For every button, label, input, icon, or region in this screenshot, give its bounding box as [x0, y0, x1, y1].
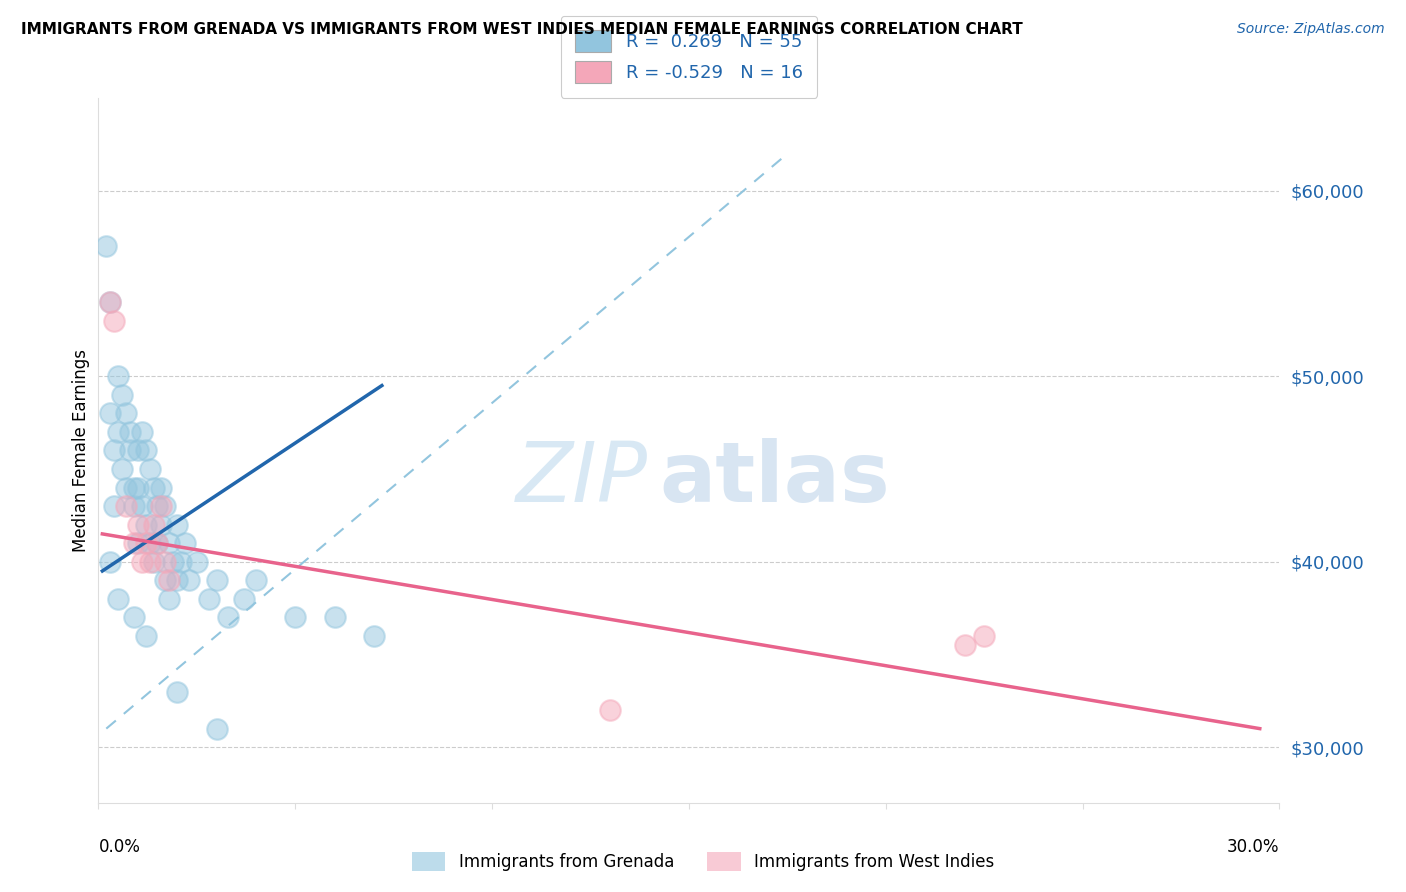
Point: [166, 517, 188, 532]
Legend: R =  0.269   N = 55, R = -0.529   N = 16: R = 0.269 N = 55, R = -0.529 N = 16: [561, 15, 817, 97]
Point: [155, 555, 177, 569]
Y-axis label: Median Female Earnings: Median Female Earnings: [72, 349, 90, 552]
Text: 30.0%: 30.0%: [1227, 838, 1279, 856]
Point: [115, 481, 138, 495]
Point: [174, 536, 197, 550]
Point: [98, 295, 121, 310]
Point: [142, 481, 165, 495]
Point: [118, 443, 141, 458]
Point: [115, 406, 138, 420]
Point: [217, 610, 239, 624]
Point: [122, 499, 145, 513]
Point: [146, 499, 169, 513]
Point: [96, 239, 118, 253]
Point: [98, 555, 121, 569]
Point: [197, 591, 219, 606]
Point: [122, 481, 145, 495]
Point: [111, 462, 134, 476]
Point: [973, 629, 995, 643]
Point: [98, 406, 121, 420]
Point: [135, 536, 157, 550]
Point: [186, 555, 208, 569]
Point: [284, 610, 307, 624]
Text: atlas: atlas: [659, 438, 890, 519]
Point: [107, 591, 129, 606]
Point: [122, 536, 145, 550]
Point: [177, 574, 200, 588]
Point: [111, 388, 134, 402]
Point: [150, 481, 173, 495]
Point: [127, 443, 149, 458]
Point: [146, 536, 169, 550]
Point: [150, 499, 173, 513]
Point: [155, 499, 177, 513]
Legend: Immigrants from Grenada, Immigrants from West Indies: Immigrants from Grenada, Immigrants from…: [404, 843, 1002, 880]
Point: [205, 574, 228, 588]
Point: [131, 555, 153, 569]
Point: [127, 517, 149, 532]
Point: [166, 574, 188, 588]
Point: [131, 499, 153, 513]
Point: [115, 499, 138, 513]
Point: [146, 536, 169, 550]
Point: [138, 462, 160, 476]
Point: [150, 517, 173, 532]
Text: 0.0%: 0.0%: [98, 838, 141, 856]
Point: [131, 425, 153, 439]
Point: [162, 555, 184, 569]
Point: [103, 443, 125, 458]
Point: [122, 610, 145, 624]
Point: [135, 629, 157, 643]
Text: ZIP: ZIP: [516, 438, 648, 519]
Point: [138, 555, 160, 569]
Text: IMMIGRANTS FROM GRENADA VS IMMIGRANTS FROM WEST INDIES MEDIAN FEMALE EARNINGS CO: IMMIGRANTS FROM GRENADA VS IMMIGRANTS FR…: [21, 22, 1022, 37]
Point: [103, 313, 125, 327]
Point: [127, 481, 149, 495]
Point: [103, 499, 125, 513]
Point: [138, 536, 160, 550]
Point: [157, 591, 180, 606]
Point: [155, 574, 177, 588]
Point: [157, 536, 180, 550]
Point: [166, 684, 188, 698]
Point: [245, 574, 267, 588]
Point: [142, 555, 165, 569]
Point: [135, 517, 157, 532]
Point: [142, 517, 165, 532]
Point: [323, 610, 346, 624]
Point: [118, 425, 141, 439]
Point: [107, 369, 129, 384]
Point: [157, 574, 180, 588]
Point: [599, 703, 621, 717]
Text: Source: ZipAtlas.com: Source: ZipAtlas.com: [1237, 22, 1385, 37]
Point: [233, 591, 256, 606]
Point: [127, 536, 149, 550]
Point: [170, 555, 193, 569]
Point: [107, 425, 129, 439]
Point: [363, 629, 385, 643]
Point: [205, 722, 228, 736]
Point: [953, 638, 976, 652]
Point: [135, 443, 157, 458]
Point: [98, 295, 121, 310]
